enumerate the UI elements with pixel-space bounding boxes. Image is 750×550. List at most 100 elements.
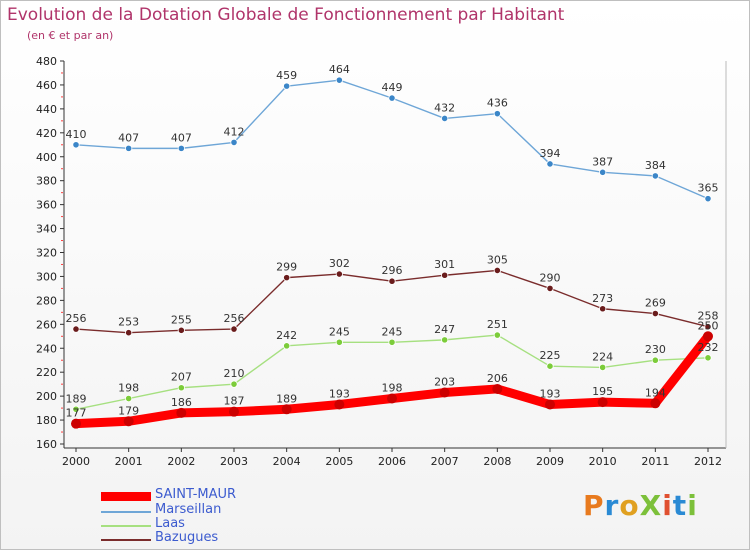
x-tick-label: 2006 [378, 455, 406, 468]
data-label: 253 [118, 316, 139, 329]
y-tick-label: 180 [36, 414, 57, 427]
data-point [704, 323, 712, 331]
data-label: 210 [224, 367, 245, 380]
legend-label: Laas [155, 516, 185, 531]
data-label: 384 [645, 159, 666, 172]
data-label: 301 [434, 258, 455, 271]
data-label: 224 [592, 350, 613, 363]
data-point [283, 82, 291, 90]
data-label: 242 [276, 329, 297, 342]
data-point [703, 331, 713, 342]
x-tick-label: 2005 [325, 455, 353, 468]
x-tick-label: 2000 [62, 455, 90, 468]
data-point [387, 393, 397, 404]
data-point [704, 195, 712, 203]
data-label: 464 [329, 63, 350, 76]
data-label: 432 [434, 101, 455, 114]
data-point [177, 144, 185, 152]
data-point [283, 274, 291, 282]
data-point [441, 114, 449, 123]
data-label: 387 [592, 155, 613, 168]
proxiti-logo: ProXiti [583, 489, 698, 522]
data-point [441, 271, 449, 279]
data-point [72, 325, 80, 333]
data-point [493, 266, 501, 275]
data-label: 273 [592, 292, 613, 305]
data-label: 189 [276, 392, 297, 405]
y-tick-label: 260 [36, 318, 57, 331]
data-label: 436 [487, 97, 508, 110]
data-point [388, 338, 396, 346]
data-point [335, 76, 343, 84]
data-label: 250 [698, 319, 719, 332]
data-label: 394 [540, 147, 561, 160]
chart-title: Evolution de la Dotation Globale de Fonc… [7, 5, 565, 25]
data-label: 207 [171, 371, 192, 384]
legend-label: Bazugues [155, 530, 219, 545]
data-label: 407 [171, 131, 192, 144]
data-label: 269 [645, 297, 666, 310]
data-point [493, 331, 501, 339]
data-label: 225 [540, 349, 561, 362]
data-label: 412 [224, 125, 245, 138]
data-point [651, 172, 659, 180]
data-point [599, 305, 607, 313]
x-tick-label: 2009 [536, 455, 564, 468]
data-label: 189 [66, 392, 87, 405]
data-point [71, 418, 81, 429]
data-label: 177 [66, 407, 87, 420]
data-point [650, 398, 661, 409]
data-label: 245 [382, 325, 403, 338]
y-tick-label: 380 [36, 175, 57, 188]
y-tick-label: 460 [36, 79, 57, 92]
data-point [335, 338, 343, 346]
x-tick-label: 2003 [220, 455, 248, 468]
data-label: 410 [66, 128, 87, 141]
data-label: 230 [645, 343, 666, 356]
data-label: 305 [487, 253, 508, 266]
y-tick-label: 160 [36, 438, 57, 451]
data-point [123, 416, 134, 427]
x-tick-label: 2010 [589, 455, 617, 468]
y-tick-label: 320 [36, 247, 57, 260]
data-label: 187 [224, 395, 245, 408]
data-label: 365 [698, 182, 719, 195]
chart-subtitle: (en € et par an) [27, 29, 114, 42]
y-tick-label: 340 [36, 223, 57, 236]
data-label: 193 [540, 388, 561, 401]
y-tick-label: 200 [36, 390, 57, 403]
data-point [230, 380, 238, 388]
data-point [72, 405, 80, 413]
x-tick-label: 2008 [483, 455, 511, 468]
y-tick-label: 360 [36, 199, 57, 212]
data-point [597, 397, 608, 408]
data-point [281, 404, 292, 415]
data-point [125, 394, 133, 403]
data-point [704, 354, 712, 362]
data-point [493, 110, 501, 118]
data-label: 407 [118, 131, 139, 144]
data-label: 232 [698, 341, 719, 354]
data-label: 194 [645, 386, 666, 399]
legend-swatch [101, 525, 151, 527]
data-point [283, 342, 291, 350]
data-point [492, 383, 503, 394]
data-label: 245 [329, 325, 350, 338]
data-point [546, 284, 554, 293]
data-point [545, 399, 555, 410]
data-label: 256 [224, 312, 245, 325]
data-point [230, 138, 238, 146]
y-tick-label: 240 [36, 342, 57, 355]
data-label: 302 [329, 257, 350, 270]
legend-label: Marseillan [155, 502, 222, 517]
data-label: 449 [382, 81, 403, 94]
legend-swatch [101, 539, 151, 541]
x-tick-label: 2012 [694, 455, 722, 468]
data-label: 206 [487, 372, 508, 385]
data-point [334, 399, 345, 410]
data-point [546, 362, 554, 370]
data-point [177, 326, 185, 334]
x-tick-label: 2001 [115, 455, 143, 468]
data-point [651, 309, 659, 318]
